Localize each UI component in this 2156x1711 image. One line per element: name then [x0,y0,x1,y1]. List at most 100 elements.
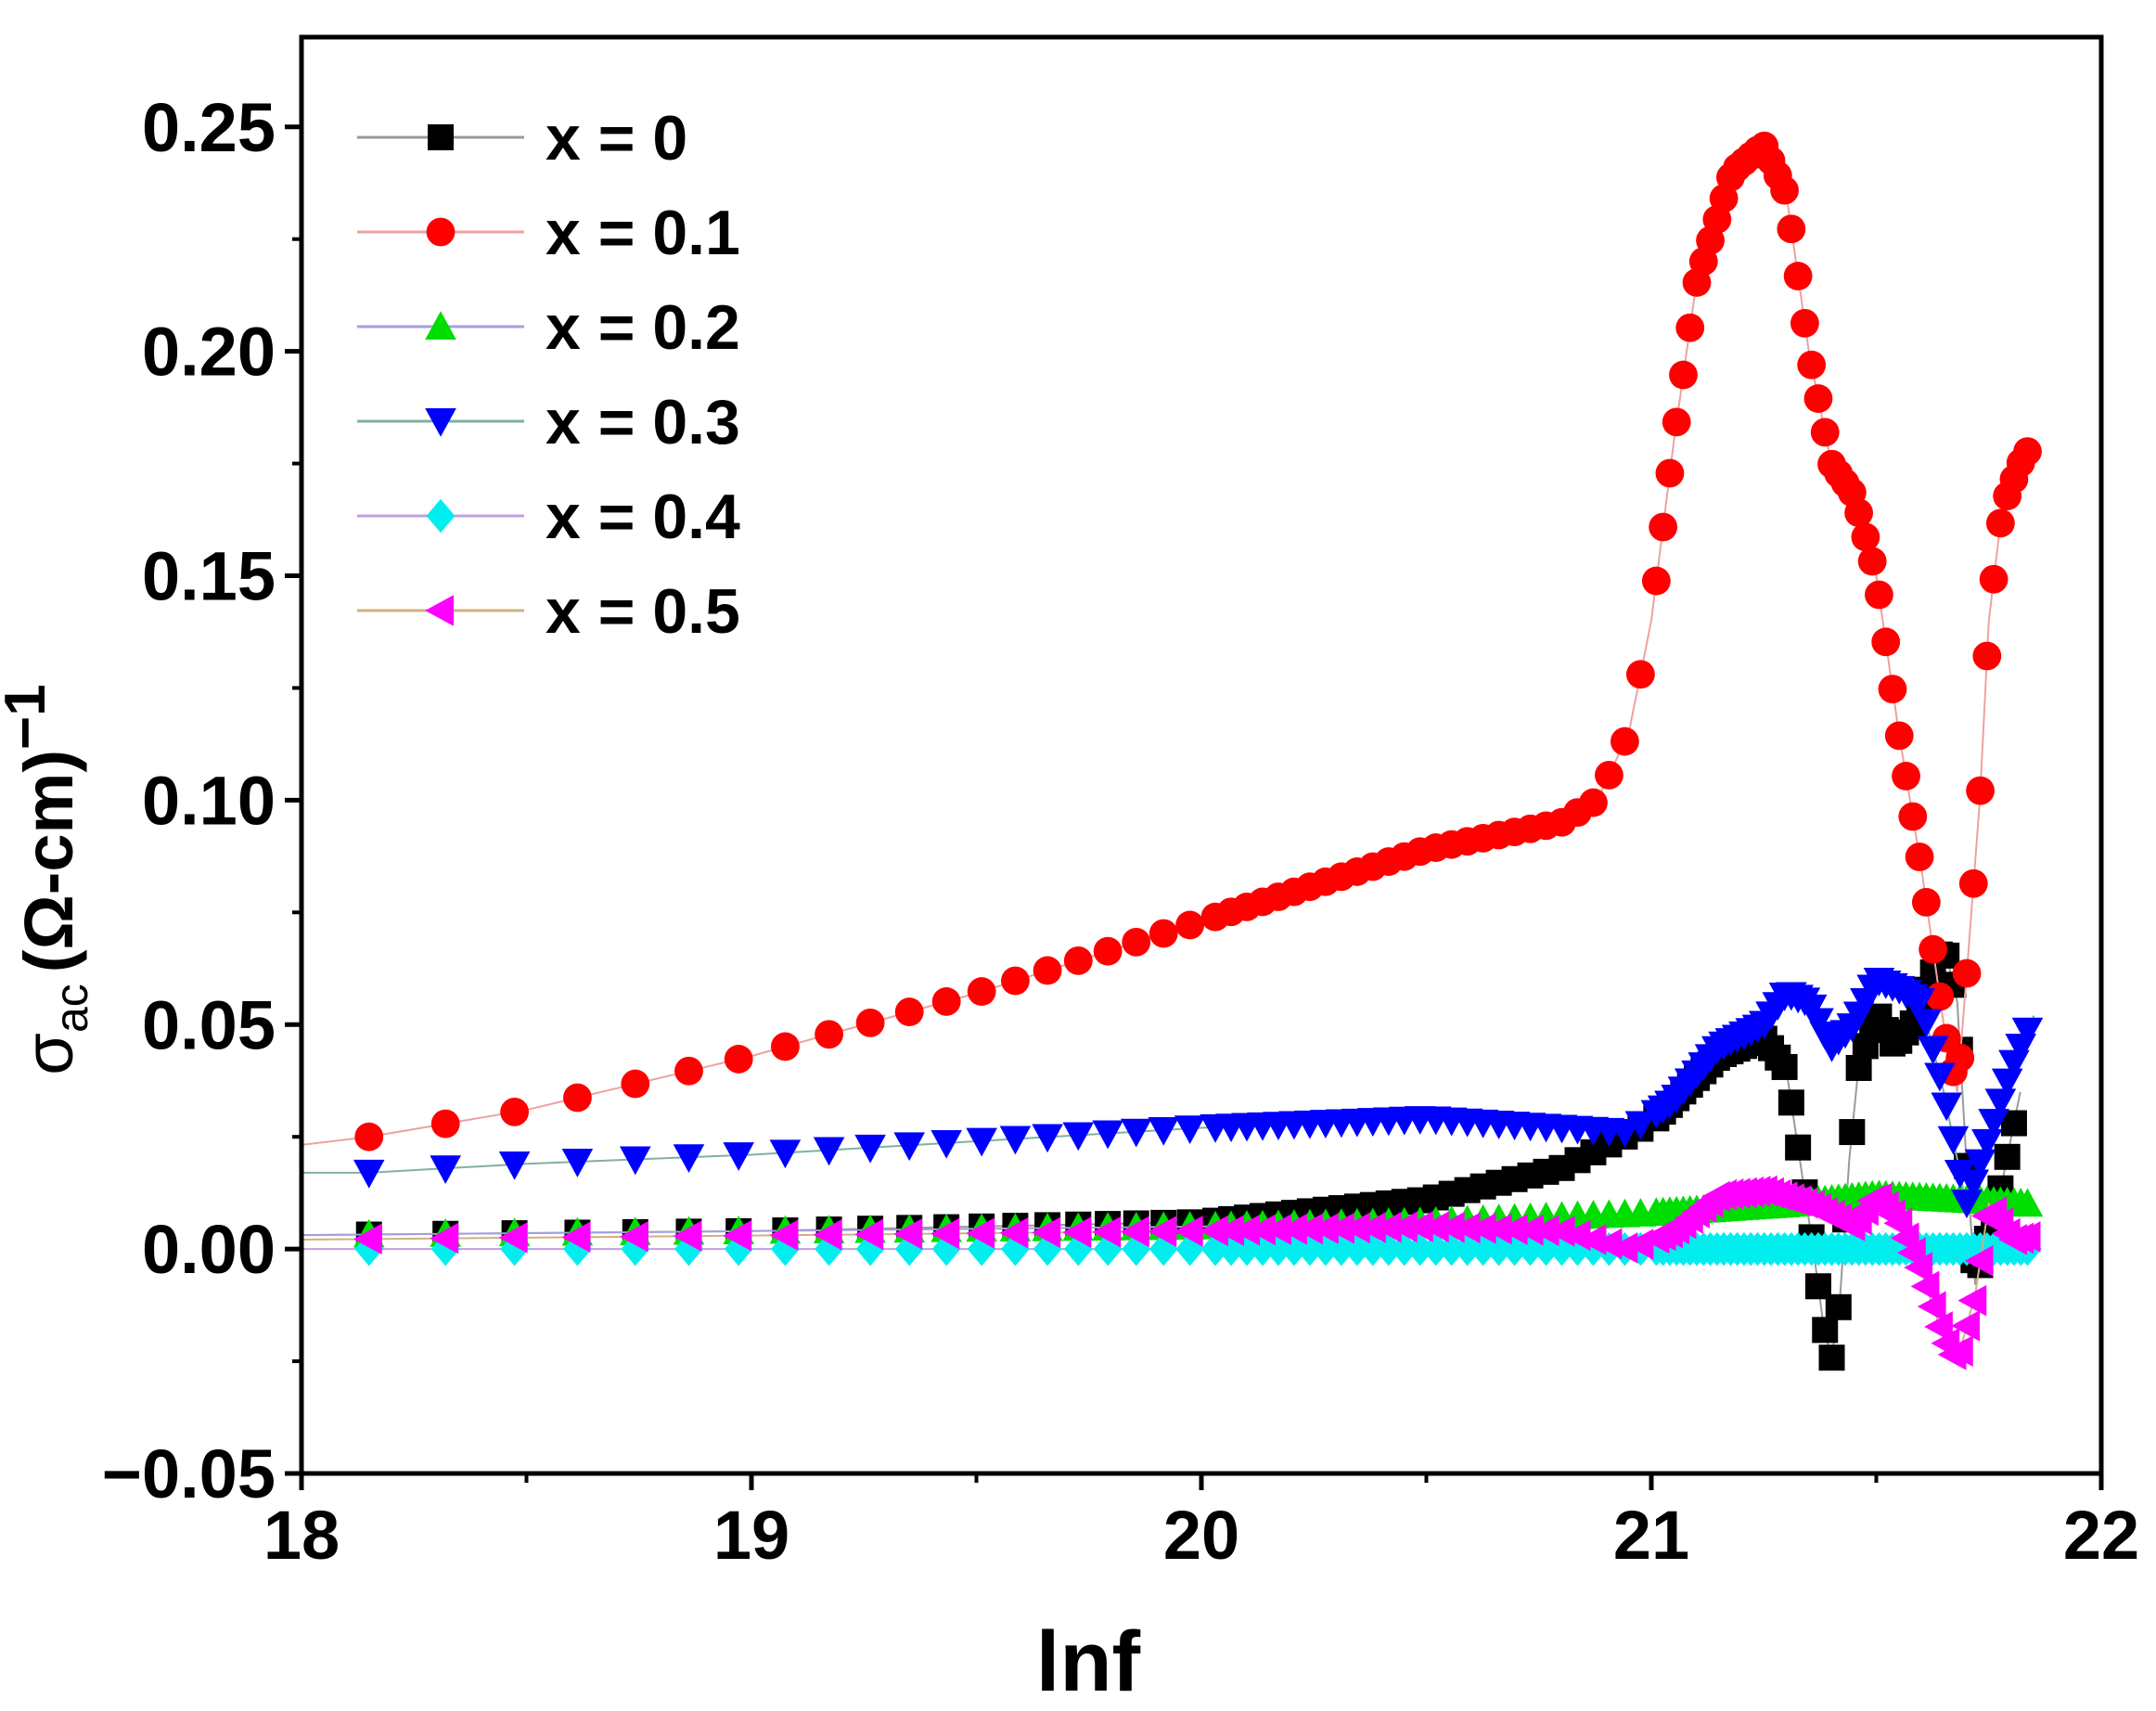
legend: x = 0 x = 0.1 x = 0.2 x = 0.3 x = 0.4 x = 0.5 [357,103,740,647]
data-point [1388,1211,1418,1243]
data-point [967,977,996,1006]
data-point [1358,1231,1388,1267]
data-point [1404,1211,1433,1242]
data-point [1200,1231,1230,1267]
data-point [1851,522,1880,552]
data-point [1878,675,1907,704]
x-tick-label: 19 [713,1497,789,1574]
data-point [1844,498,1874,528]
data-point [1944,1335,1973,1367]
y-axis-exponent: −1 [0,684,58,750]
data-point [1958,868,1988,898]
data-point [999,1126,1032,1155]
data-point [1063,1231,1093,1267]
data-point [1062,1122,1095,1151]
data-point [1641,566,1671,596]
data-point [1341,1212,1370,1244]
data-point [1467,1213,1496,1244]
data-point [1231,1214,1261,1246]
data-point [1263,1214,1291,1245]
series-layer [302,131,2044,1371]
data-point [1785,1134,1812,1161]
data-point [1910,1270,1940,1303]
data-point [1032,1216,1061,1249]
data-point [1845,1054,1872,1081]
data-point [1093,936,1123,966]
legend-label: x = 0.2 [545,292,740,363]
data-point [1917,1291,1946,1322]
y-axis-symbol: σ [10,1033,87,1075]
x-axis-title: lnf [1036,1615,1141,1709]
data-point [673,1220,702,1253]
legend-item: x = 0.1 [357,198,740,268]
data-point [1971,1128,2003,1158]
data-point [354,1231,384,1267]
data-point [966,1127,997,1157]
data-point [1001,966,1030,996]
series-3 [302,968,2044,1219]
data-point [1530,1215,1559,1247]
data-point [430,1222,459,1254]
data-point [1931,1092,1962,1122]
data-point [1451,1212,1481,1244]
data-point [1062,1216,1092,1248]
data-point [854,1218,884,1251]
y-tick-label: 0.10 [142,762,276,839]
data-point [1994,1143,2021,1170]
data-point [1405,1231,1435,1267]
data-point [1911,887,1941,917]
legend-item: x = 0.2 [357,292,740,363]
data-point [1120,1216,1149,1248]
y-axis-title: σac (Ω-cm)−1 [0,684,97,1074]
data-point [2011,1221,2041,1253]
legend-label: x = 0 [545,103,687,174]
data-point [1001,1231,1030,1267]
data-point [1871,627,1901,657]
data-point [931,1231,961,1267]
data-point [498,1222,528,1254]
legend-marker [428,124,454,150]
data-point [1148,1116,1180,1146]
data-point [1905,843,1934,871]
data-point [619,1146,651,1176]
data-point [1952,958,1982,988]
data-point [769,1219,799,1252]
data-point [1951,1310,1981,1342]
data-point [1421,1231,1451,1267]
data-point [1884,721,1914,751]
legend-marker [425,595,454,626]
data-point [1777,214,1806,244]
data-point [1482,1213,1512,1245]
x-tick-label: 21 [1613,1497,1689,1574]
axes-layer: 18 19 20 21 22 −0.05 0.00 0.05 0.10 0.15 0.20 0.25 [102,89,2139,1574]
series-5 [302,1175,2041,1370]
legend-marker [426,217,456,247]
data-point [1662,407,1691,437]
legend-item: x = 0.4 [357,482,740,552]
data-point [1771,1053,1798,1080]
data-point [1625,660,1655,689]
x-tick-label: 18 [263,1497,340,1574]
data-point [724,1045,753,1074]
data-point [855,1008,885,1037]
data-point [2011,1017,2044,1047]
y-tick-label: 0.00 [142,1211,276,1288]
data-point [1984,1088,2017,1118]
legend-item: x = 0 [357,103,687,174]
data-point [1957,1169,1990,1199]
data-point [1910,1009,1943,1038]
data-point [854,1134,886,1164]
data-point [1979,564,2008,594]
y-tick-label: 0.15 [142,538,276,615]
data-point [769,1139,802,1169]
data-point [894,997,924,1026]
y-axis-unit: (Ω-cm) [10,750,87,972]
data-point [723,1142,754,1171]
data-point [1611,727,1639,756]
data-point [561,1149,594,1177]
data-point [893,1218,923,1250]
legend-item: x = 0.5 [357,576,740,647]
data-point [1892,762,1920,791]
data-point [813,1218,842,1251]
data-point [1122,928,1151,957]
